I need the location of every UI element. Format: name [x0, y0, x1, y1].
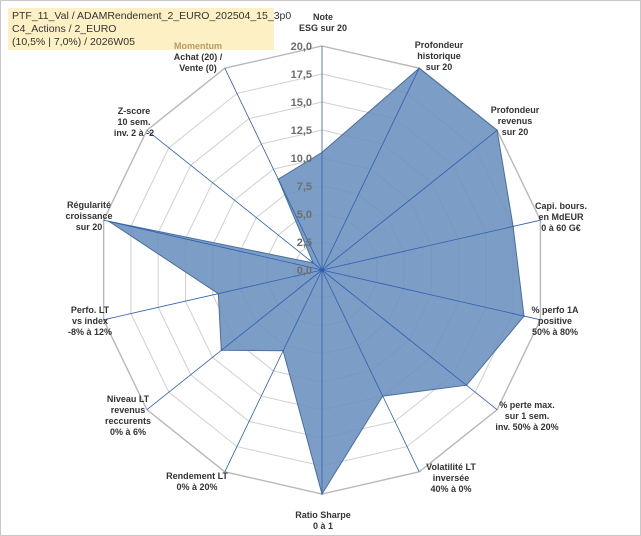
axis-label-10: Perfo. LT vs index -8% à 12%	[68, 305, 112, 337]
axis-label-6: Volatilité LT inversée 40% à 0%	[426, 462, 476, 494]
axis-label-7: Ratio Sharpe 0 à 1	[295, 510, 351, 531]
axis-label-line: historique	[417, 51, 461, 61]
spoke-10	[103, 269, 323, 321]
spoke-1	[321, 68, 420, 271]
axis-label-1: Profondeur historique sur 20	[415, 40, 464, 72]
axis-label-line: Profondeur	[491, 105, 540, 115]
axis-label-line: Note	[313, 12, 333, 22]
spoke-13	[224, 68, 323, 271]
axis-label-5: % perte max. sur 1 sem. inv. 50% à 20%	[495, 400, 558, 432]
axis-label-line: ESG sur 20	[299, 23, 347, 33]
tick-label-5: 12,5	[291, 125, 312, 137]
radar-spokes	[103, 46, 541, 494]
info-line-category: C4_Actions / 2_EURO	[12, 23, 117, 35]
spoke-8	[224, 269, 323, 472]
axis-label-line: Niveau LT	[107, 394, 150, 404]
axis-label-line: positive	[538, 316, 572, 326]
axis-label-line: inv. 50% à 20%	[495, 422, 558, 432]
tick-label-6: 15,0	[291, 97, 312, 109]
tick-label-2: 5,0	[297, 209, 312, 221]
axis-label-line: % perfo 1A	[531, 305, 579, 315]
axis-label-line: Profondeur	[415, 40, 464, 50]
tick-label-0: 0,0	[297, 265, 312, 277]
tick-label-4: 10,0	[291, 153, 312, 165]
axis-label-line: Z-score	[118, 106, 151, 116]
spoke-12	[146, 129, 323, 271]
axis-label-9: Niveau LT revenus reccurents 0% à 6%	[105, 394, 151, 437]
axis-label-2: Profondeur revenus sur 20	[491, 105, 540, 137]
spoke-6	[321, 269, 420, 472]
axis-label-line: inversée	[433, 473, 470, 483]
axis-label-line: sur 20	[426, 62, 453, 72]
axis-label-8: Rendement LT 0% à 20%	[166, 471, 228, 492]
axis-label-line: 0 à 1	[313, 521, 333, 531]
axis-label-line: inv. 2 à -2	[114, 128, 154, 138]
axis-label-11: Régularité croissance sur 20	[65, 200, 112, 232]
radar-tick-labels: 0,0 2,5 5,0 7,5 10,0 12,5 15,0 17,5 20,0	[291, 41, 312, 277]
axis-label-line: Capi. bours.	[535, 201, 587, 211]
axis-label-line: 0% à 6%	[110, 427, 146, 437]
axis-label-line: Ratio Sharpe	[295, 510, 351, 520]
axis-label-line: Volatilité LT	[426, 462, 476, 472]
spoke-2	[321, 129, 498, 271]
tick-label-7: 17,5	[291, 69, 312, 81]
axis-label-line: sur 20	[502, 127, 529, 137]
axis-label-line: 10 sem.	[117, 117, 150, 127]
axis-label-line: croissance	[65, 211, 112, 221]
tick-label-1: 2,5	[297, 237, 312, 249]
axis-label-line: sur 1 sem.	[505, 411, 550, 421]
axis-label-line: sur 20	[76, 222, 103, 232]
portfolio-info-box: PTF_11_Val / ADAMRendement_2_EURO_202504…	[8, 8, 292, 50]
axis-label-line: Perfo. LT	[71, 305, 110, 315]
axis-label-line: 40% à 0%	[430, 484, 471, 494]
tick-label-8: 20,0	[291, 41, 312, 53]
axis-label-3: Capi. bours. en MdEUR 0 à 60 G€	[535, 201, 587, 233]
axis-label-line: Achat (20) /	[174, 52, 223, 62]
axis-label-line: Régularité	[67, 200, 111, 210]
axis-label-line: % perte max.	[499, 400, 555, 410]
axis-label-0: Note ESG sur 20	[299, 12, 347, 33]
axis-label-line: -8% à 12%	[68, 327, 112, 337]
info-line-portfolio: PTF_11_Val / ADAMRendement_2_EURO_202504…	[12, 10, 292, 22]
axis-label-12: Z-score 10 sem. inv. 2 à -2	[114, 106, 154, 138]
axis-label-line: 50% à 80%	[532, 327, 578, 337]
spoke-5	[321, 269, 498, 411]
spoke-4	[321, 269, 541, 321]
axis-label-line: Vente (0)	[179, 63, 217, 73]
tick-label-3: 7,5	[297, 181, 312, 193]
axis-label-line: 0% à 20%	[176, 482, 217, 492]
axis-label-4: % perfo 1A positive 50% à 80%	[531, 305, 579, 337]
axis-label-line: revenus	[498, 116, 533, 126]
axis-label-line: Rendement LT	[166, 471, 228, 481]
axis-label-line: revenus	[111, 405, 146, 415]
axis-label-line: 0 à 60 G€	[541, 223, 581, 233]
spoke-3	[321, 219, 541, 271]
axis-label-line: reccurents	[105, 416, 151, 426]
axis-label-line: Momentum	[174, 41, 222, 51]
info-line-stats: (10,5% | 7,0%) / 2026W05	[12, 36, 135, 48]
axis-label-13: Momentum Achat (20) / Vente (0)	[174, 41, 223, 73]
spoke-11	[103, 219, 323, 271]
spoke-9	[146, 269, 323, 411]
axis-label-line: vs index	[72, 316, 108, 326]
axis-label-line: en MdEUR	[539, 212, 585, 222]
